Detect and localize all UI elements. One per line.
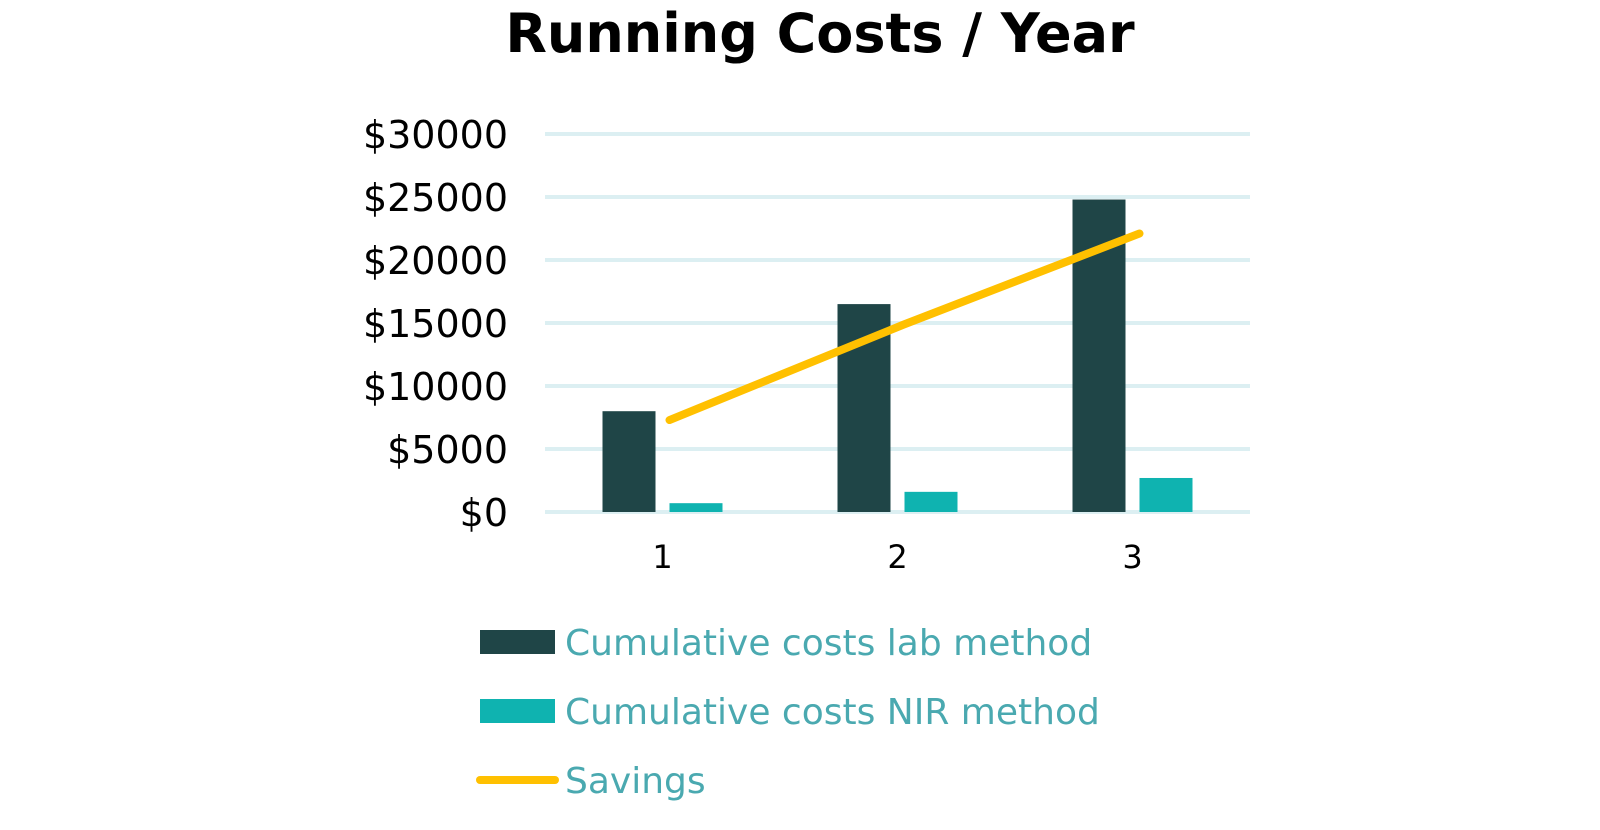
y-tick-label: $15000 [363,302,508,346]
legend-label: Cumulative costs lab method [565,623,1092,664]
y-tick-label: $25000 [363,176,508,220]
y-tick-label: $10000 [363,365,508,409]
y-tick-label: $5000 [387,428,508,472]
legend-label: Cumulative costs NIR method [565,692,1100,733]
chart-title: Running Costs / Year [505,2,1135,65]
y-tick-label: $0 [460,491,508,535]
y-tick-label: $20000 [363,239,508,283]
bar-nir-method-1 [669,503,723,512]
bar-nir-method-3 [1139,477,1193,512]
x-tick-label: 3 [1122,538,1142,576]
bar-lab-method-1 [602,411,656,512]
x-tick-label: 1 [652,538,672,576]
grid-layer [545,132,1250,514]
legend-label: Savings [565,761,706,802]
line-layer [665,229,1144,425]
bar-nir-method-2 [904,491,958,512]
y-axis-ticks: $0 $5000 $10000 $15000 $20000 $25000 $30000 [363,113,508,535]
x-tick-label: 2 [887,538,907,576]
legend: Cumulative costs lab method Cumulative co… [476,623,1100,802]
y-tick-label: $30000 [363,113,508,157]
legend-swatch [480,699,555,723]
bar-layer [602,199,1193,512]
legend-swatch [480,630,555,654]
x-axis-ticks: 1 2 3 [652,538,1142,576]
